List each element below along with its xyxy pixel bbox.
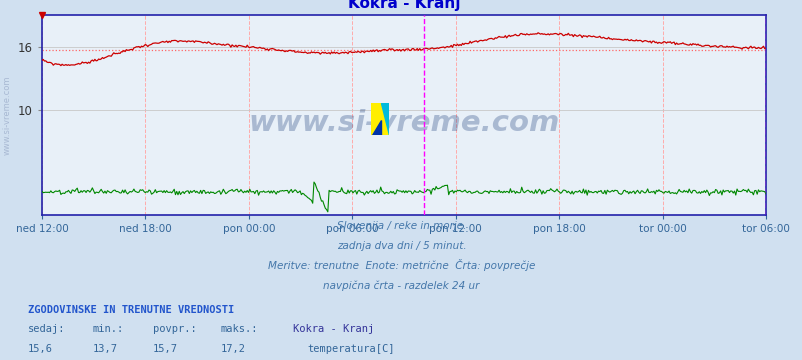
Text: Meritve: trenutne  Enote: metrične  Črta: povprečje: Meritve: trenutne Enote: metrične Črta: …: [268, 259, 534, 271]
Text: maks.:: maks.:: [221, 324, 258, 334]
Text: povpr.:: povpr.:: [152, 324, 196, 334]
Text: min.:: min.:: [92, 324, 124, 334]
Text: Slovenija / reke in morje.: Slovenija / reke in morje.: [336, 221, 466, 231]
Polygon shape: [372, 120, 381, 135]
Text: Kokra - Kranj: Kokra - Kranj: [293, 324, 374, 334]
Text: 15,6: 15,6: [28, 344, 53, 354]
Text: ZGODOVINSKE IN TRENUTNE VREDNOSTI: ZGODOVINSKE IN TRENUTNE VREDNOSTI: [28, 305, 234, 315]
Text: 17,2: 17,2: [221, 344, 245, 354]
Text: www.si-vreme.com: www.si-vreme.com: [248, 109, 559, 137]
Polygon shape: [371, 103, 389, 135]
Text: 15,7: 15,7: [152, 344, 177, 354]
Polygon shape: [381, 103, 389, 135]
Text: zadnja dva dni / 5 minut.: zadnja dva dni / 5 minut.: [336, 241, 466, 251]
Text: temperatura[C]: temperatura[C]: [307, 344, 395, 354]
Text: www.si-vreme.com: www.si-vreme.com: [2, 75, 12, 155]
Title: Kokra - Kranj: Kokra - Kranj: [347, 0, 460, 11]
Text: 13,7: 13,7: [92, 344, 117, 354]
Text: sedaj:: sedaj:: [28, 324, 66, 334]
Text: navpična črta - razdelek 24 ur: navpična črta - razdelek 24 ur: [323, 280, 479, 291]
